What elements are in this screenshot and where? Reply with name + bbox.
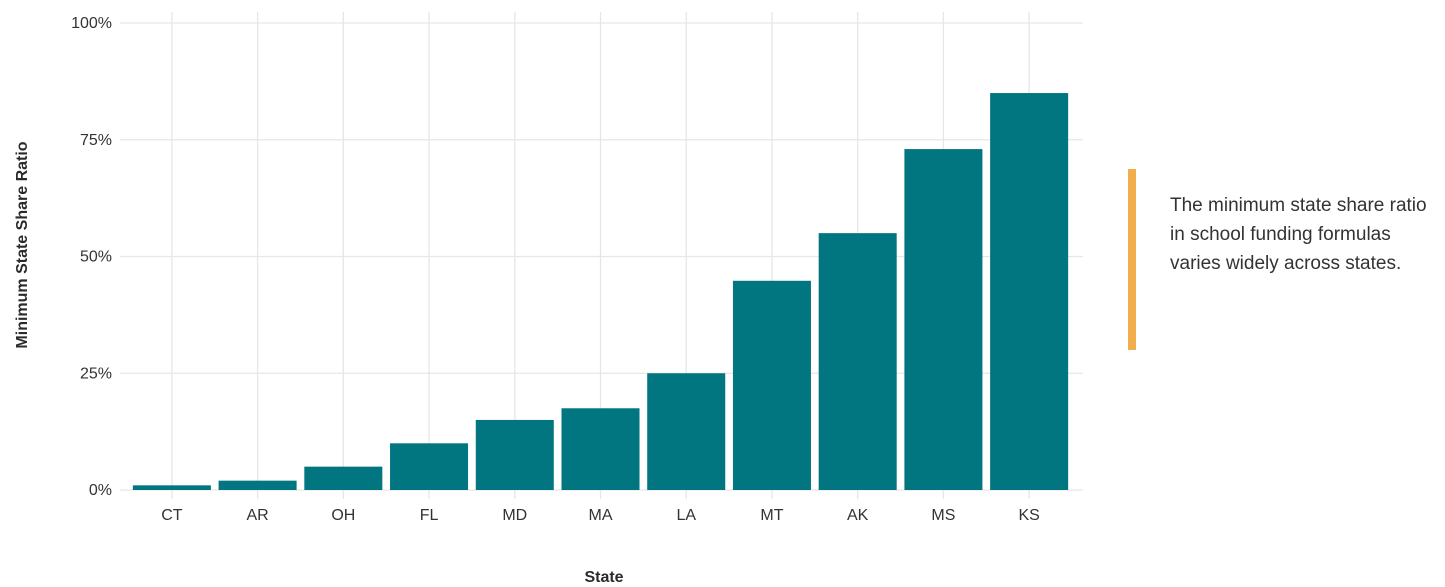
bar-ms	[904, 149, 983, 490]
y-tick-label: 0%	[89, 482, 112, 499]
x-tick-label: KS	[1018, 507, 1039, 524]
x-tick-label: MT	[760, 507, 783, 524]
x-tick-label: CT	[161, 507, 183, 524]
bar-ar	[218, 480, 297, 490]
x-tick-label: FL	[420, 507, 439, 524]
bar-la	[647, 373, 726, 490]
bar-mt	[732, 280, 811, 490]
bar-md	[475, 419, 554, 490]
annotation-callout: The minimum state share ratio in school …	[1128, 169, 1428, 350]
x-tick-label: LA	[676, 507, 696, 524]
x-tick-label: AK	[847, 507, 869, 524]
x-tick-label: MD	[502, 507, 527, 524]
x-tick-label: AR	[246, 507, 268, 524]
y-tick-label: 25%	[80, 365, 112, 382]
bar-ks	[990, 93, 1069, 491]
bar-ma	[561, 408, 640, 490]
bar-ct	[132, 485, 211, 490]
x-axis-ticks: CT AR OH FL MD MA LA MT AK MS KS	[161, 507, 1040, 524]
x-axis-title: State	[584, 569, 623, 586]
bar-fl	[390, 443, 469, 490]
x-tick-label: MS	[931, 507, 955, 524]
annotation-text: The minimum state share ratio in school …	[1170, 195, 1427, 274]
y-axis-ticks: 0% 25% 50% 75% 100%	[71, 15, 112, 499]
y-tick-label: 75%	[80, 132, 112, 149]
y-tick-label: 100%	[71, 15, 112, 32]
bar-oh	[304, 466, 383, 490]
annotation-accent-bar	[1128, 169, 1136, 350]
bars	[132, 93, 1069, 491]
y-axis-title: Minimum State Share Ratio	[14, 141, 31, 348]
x-tick-label: OH	[331, 507, 355, 524]
bar-ak	[818, 233, 897, 490]
x-tick-label: MA	[589, 507, 613, 524]
y-tick-label: 50%	[80, 249, 112, 266]
